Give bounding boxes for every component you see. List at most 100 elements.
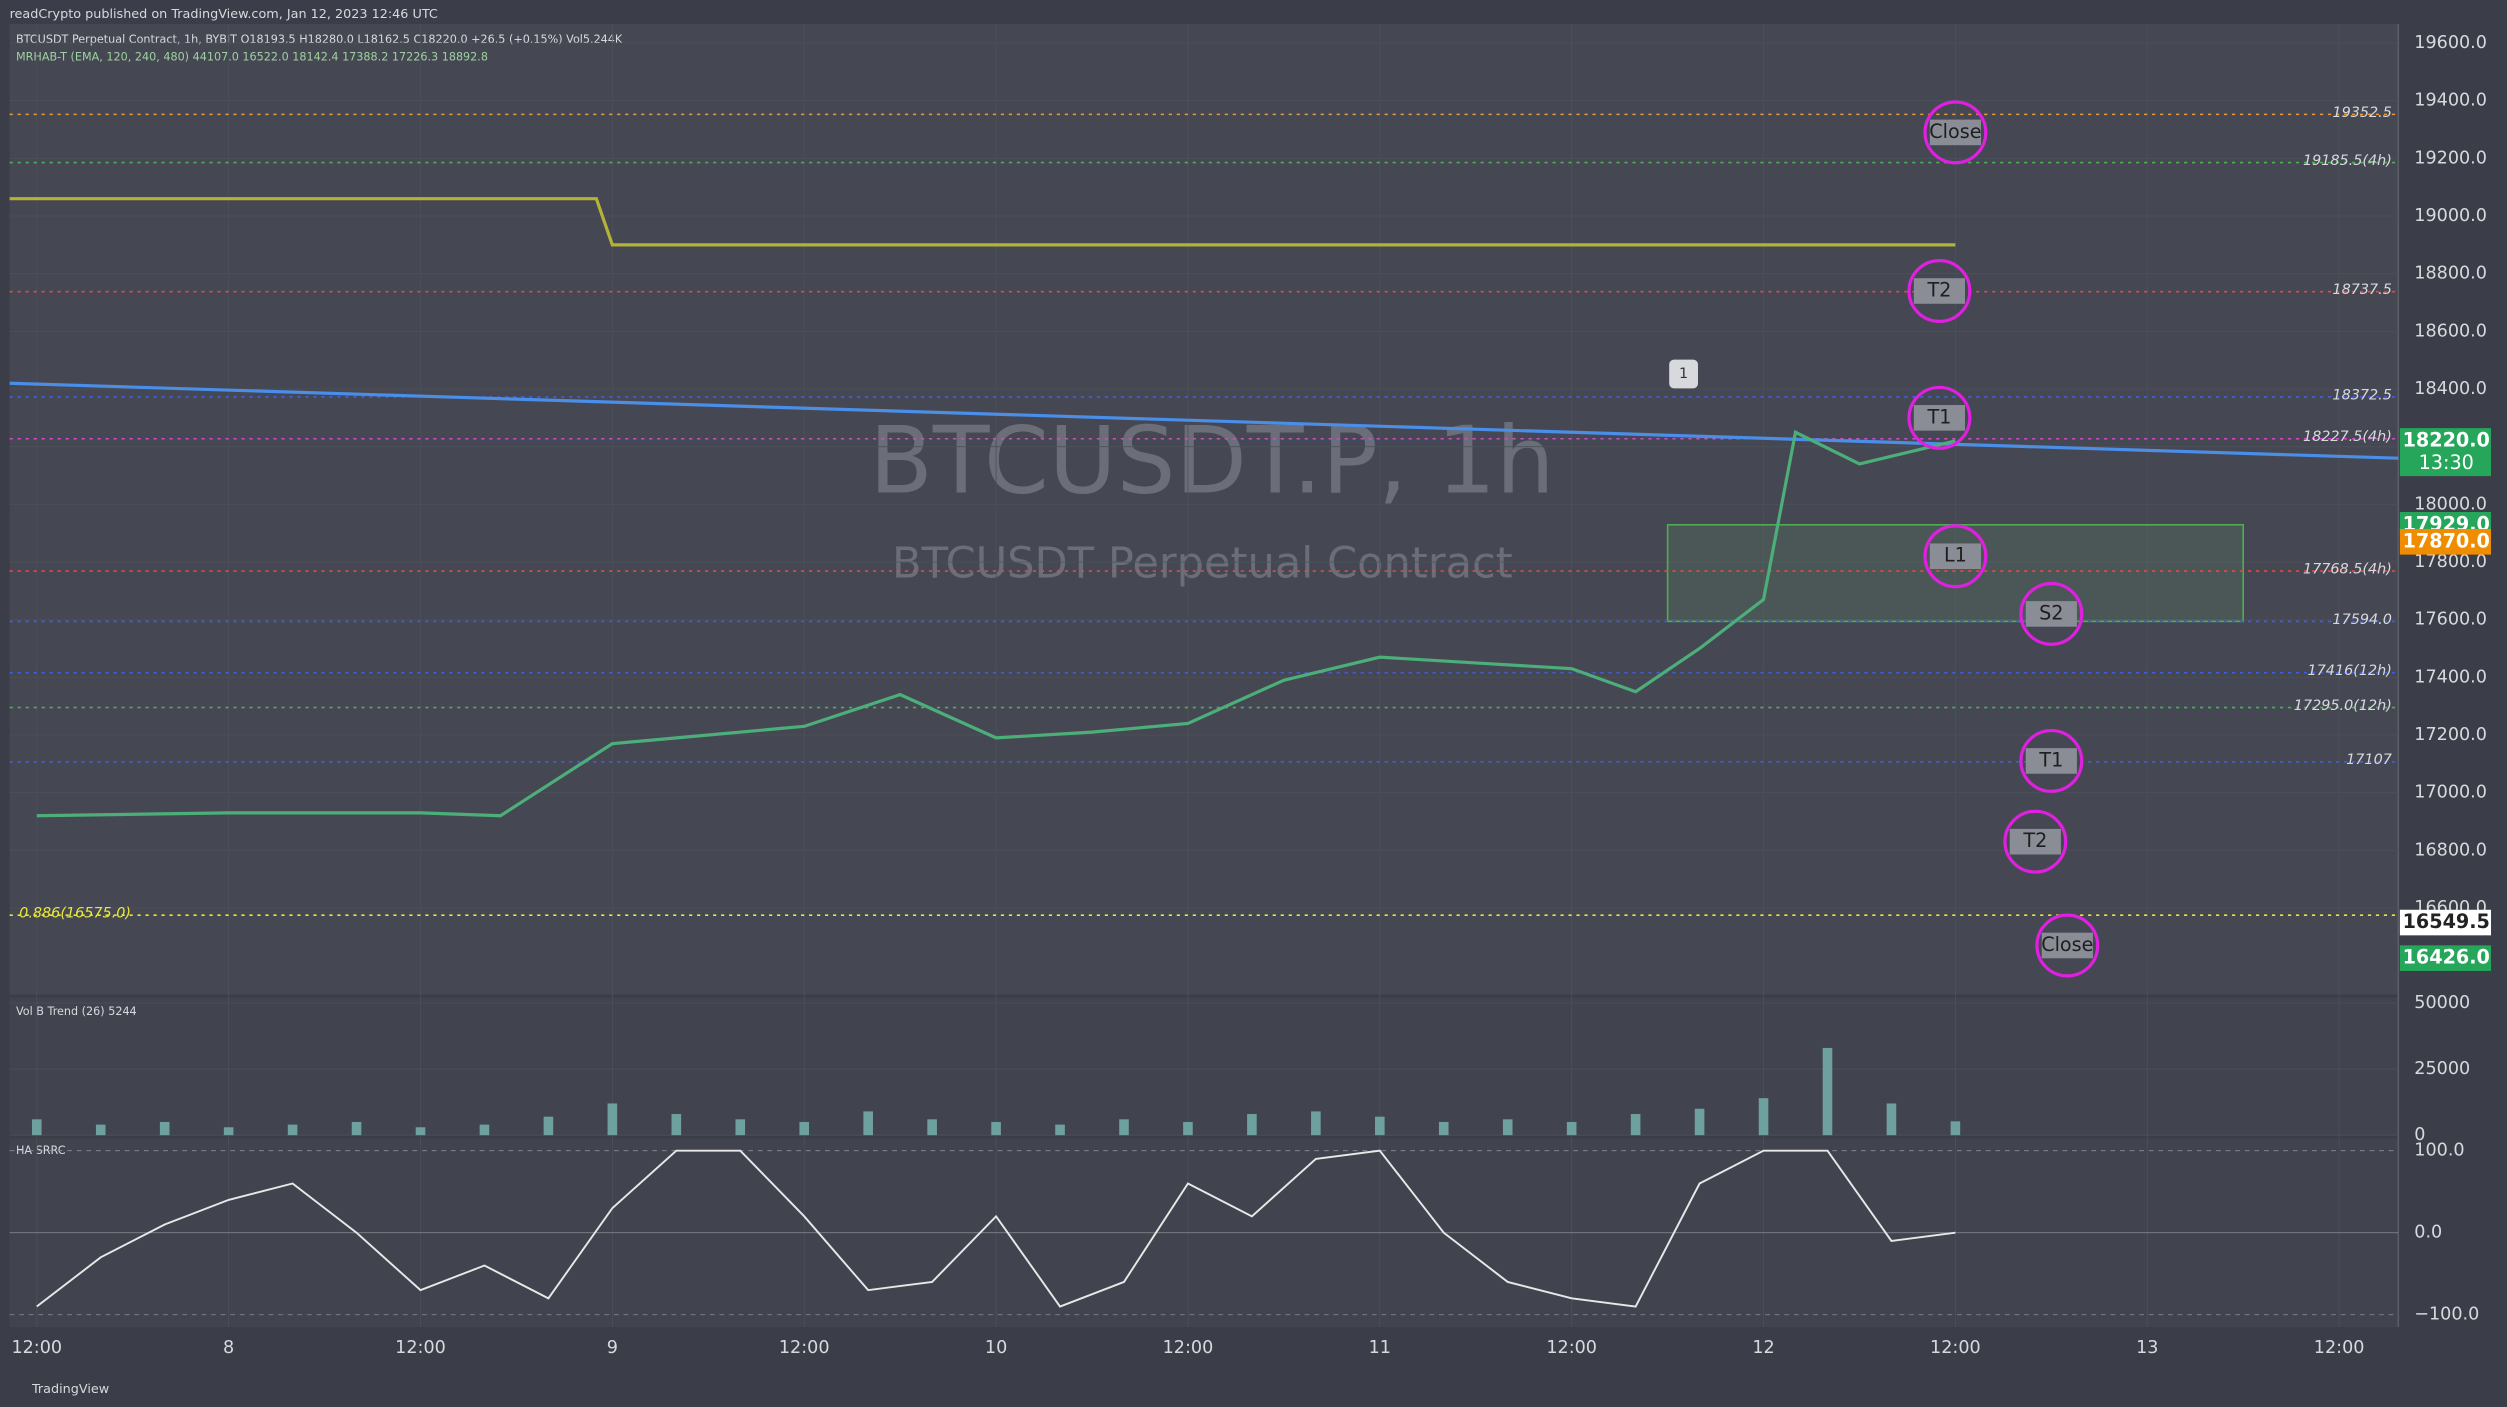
volume-bar	[1055, 1124, 1065, 1136]
y-tick-label: 18600.0	[2414, 321, 2487, 341]
volume-bar	[415, 1127, 426, 1136]
published: readCrypto published on TradingView.com,…	[10, 7, 438, 22]
volume-bar	[1311, 1111, 1321, 1136]
marker-label: T2	[2022, 829, 2047, 852]
x-tick-label: 12:00	[11, 1338, 62, 1358]
legend-line: BTCUSDT Perpetual Contract, 1h, BYBIT O1…	[16, 33, 623, 46]
price-badge-label: 17870.0	[2403, 529, 2490, 552]
price-badge-label: 16549.5	[2403, 910, 2490, 933]
y-tick-label: 17000.0	[2414, 783, 2487, 803]
level-label: 17107	[2346, 752, 2393, 768]
level-label: 17594.0	[2332, 612, 2391, 628]
line	[36, 429, 1956, 818]
zone	[1666, 524, 2244, 623]
marker-label: Close	[1929, 120, 1981, 143]
level-label: 17295.0(12h)	[2294, 698, 2392, 714]
marker-box	[1913, 278, 1965, 304]
y-tick-label: 25000	[2414, 1059, 2470, 1079]
volume-bar	[863, 1111, 873, 1136]
volume-bar	[1502, 1119, 1513, 1136]
volume-bar	[1375, 1116, 1385, 1136]
volume-bar	[1438, 1121, 1449, 1136]
volume-bar	[1247, 1114, 1257, 1136]
volume-bar	[1758, 1098, 1769, 1136]
volume-bar	[287, 1124, 298, 1136]
level-label: 18737.5	[2332, 282, 2391, 298]
y-tick-label: 17600.0	[2414, 610, 2487, 630]
price-badge-label: 16426.0	[2403, 946, 2490, 969]
marker-box	[1913, 405, 1965, 431]
marker-label: T2	[1926, 278, 1951, 301]
level-label: 17416(12h)	[2308, 663, 2392, 679]
volume-bar	[927, 1119, 937, 1136]
flag	[1669, 359, 1698, 389]
level-label: 19352.5	[2332, 105, 2391, 121]
flag-label: 1	[1679, 366, 1688, 382]
line	[36, 1149, 1956, 1308]
volume-bar	[223, 1127, 234, 1136]
marker-box	[2025, 748, 2077, 774]
marker-circle	[1907, 259, 1972, 323]
y-tick-label: 17200.0	[2414, 725, 2487, 745]
level-label: 17768.5(4h)	[2303, 561, 2392, 577]
marker-circle	[1923, 100, 1988, 165]
marker-circle	[2035, 913, 2100, 978]
marker-circle	[2003, 809, 2068, 874]
price-badge	[2399, 945, 2492, 971]
footer: TradingView	[31, 1382, 109, 1397]
level-label: 18372.5	[2332, 387, 2391, 403]
marker-label: L1	[1944, 544, 1967, 567]
x-tick-label: 12:00	[395, 1338, 446, 1358]
volume-bar	[351, 1121, 362, 1136]
y-tick-label: 19200.0	[2414, 148, 2487, 168]
level-label: 18227.5(4h)	[2303, 429, 2392, 445]
volume-bar	[543, 1116, 554, 1136]
marker-box	[2025, 601, 2077, 627]
marker-circle	[1923, 524, 1988, 589]
price-badge-label: 18220.0	[2403, 428, 2490, 451]
y-tick-label: 100.0	[2414, 1141, 2464, 1161]
x-tick-label: 12:00	[2314, 1338, 2365, 1358]
pane-title: Vol B Trend (26) 5244	[16, 1005, 137, 1018]
y-tick-label: 0.0	[2414, 1223, 2442, 1243]
marker-box	[2041, 932, 2093, 959]
volume-bar	[1119, 1119, 1129, 1136]
volume-bar	[1886, 1103, 1897, 1136]
volume-bar	[735, 1119, 746, 1136]
volume-bar	[1566, 1121, 1577, 1136]
price-badge	[2399, 428, 2492, 477]
watermark-title: BTCUSDT.P, 1h	[869, 406, 1554, 514]
x-tick-label: 12:00	[1546, 1338, 1597, 1358]
volume-bar	[31, 1119, 42, 1136]
x-tick-label: 8	[223, 1338, 234, 1358]
x-tick-label: 9	[607, 1338, 618, 1358]
x-tick-label: 13	[2136, 1338, 2158, 1358]
y-tick-label: 17400.0	[2414, 667, 2487, 687]
x-tick-label: 12	[1752, 1338, 1774, 1358]
y-tick-label: 19400.0	[2414, 91, 2487, 111]
price-badge	[2399, 529, 2492, 555]
marker-label: S2	[2039, 601, 2063, 624]
marker-circle	[1907, 385, 1972, 450]
watermark-subtitle: BTCUSDT Perpetual Contract	[892, 538, 1513, 588]
volume-bar	[95, 1124, 106, 1136]
volume-bar	[1950, 1121, 1961, 1136]
volume-bar	[991, 1121, 1001, 1136]
y-tick-label: 16800.0	[2414, 840, 2487, 860]
volume-bar	[1183, 1121, 1193, 1136]
marker-box	[1929, 119, 1981, 146]
volume-bar	[1630, 1114, 1641, 1136]
volume-bar	[799, 1121, 810, 1136]
y-tick-label: 19000.0	[2414, 206, 2487, 226]
y-tick-label: 17800.0	[2414, 552, 2487, 572]
countdown: 13:30	[2419, 451, 2474, 474]
y-tick-label: 50000	[2414, 993, 2470, 1013]
marker-box	[2009, 828, 2061, 855]
volume-bar	[1694, 1108, 1705, 1136]
legend-line: MRHAB-T (EMA, 120, 240, 480) 44107.0 165…	[16, 51, 488, 64]
level-label: 19185.5(4h)	[2303, 153, 2392, 169]
y-tick-label: −100.0	[2414, 1305, 2479, 1325]
x-tick-label: 11	[1369, 1338, 1391, 1358]
y-tick-label: 18000.0	[2414, 494, 2487, 514]
